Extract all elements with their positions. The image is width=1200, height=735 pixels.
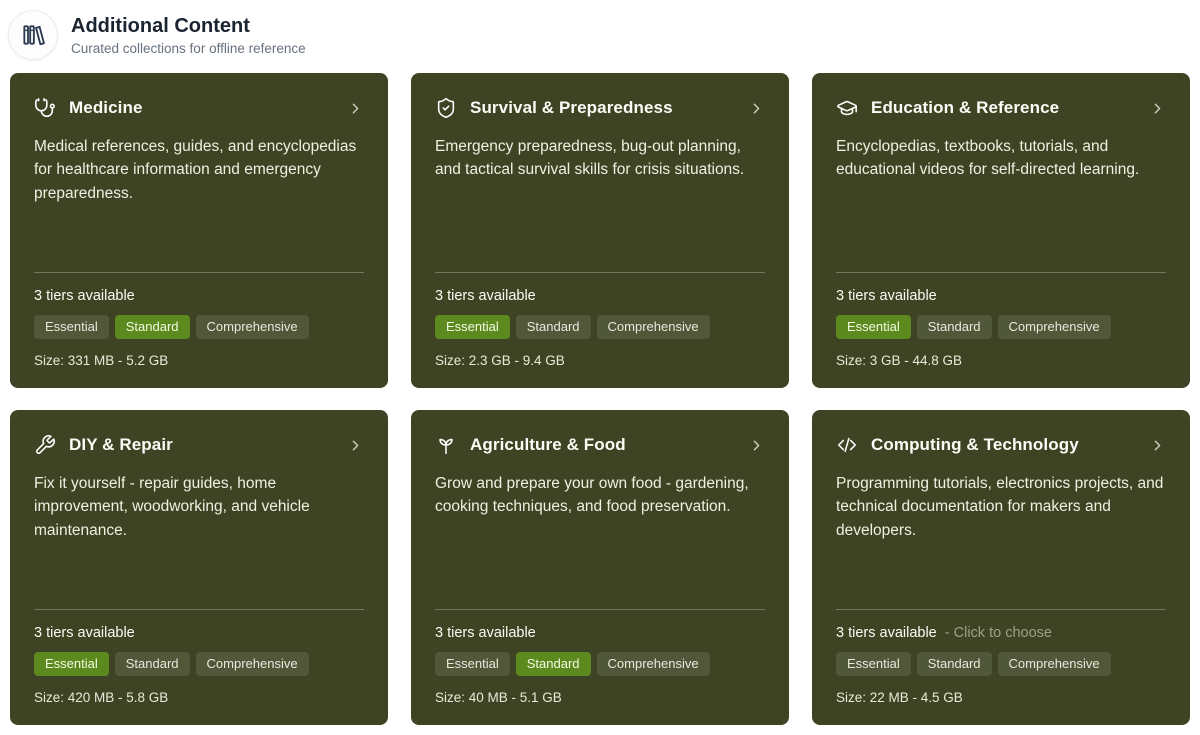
size-range-label: Size: 331 MB - 5.2 GB <box>34 353 169 368</box>
tiers-available-label: 3 tiers available <box>435 288 536 305</box>
card-title: Survival & Preparedness <box>470 98 673 117</box>
divider <box>836 272 1166 274</box>
size-range-label: Size: 3 GB - 44.8 GB <box>836 353 963 368</box>
divider <box>34 272 364 274</box>
divider <box>435 609 765 611</box>
card-description: Grow and prepare your own food - gardeni… <box>435 475 749 516</box>
tier-badge-essential[interactable]: Essential <box>435 315 510 339</box>
card-computing-technology[interactable]: Computing & Technology Programming tutor… <box>812 410 1190 725</box>
card-title: Computing & Technology <box>871 435 1079 454</box>
sprout-icon <box>435 434 457 456</box>
tier-badge-comprehensive[interactable]: Comprehensive <box>195 315 309 339</box>
page-subtitle: Curated collections for offline referenc… <box>71 40 306 56</box>
card-education-reference[interactable]: Education & Reference Encyclopedias, tex… <box>812 73 1190 388</box>
tier-badge-standard[interactable]: Standard <box>916 315 992 339</box>
divider <box>34 609 364 611</box>
size-range-label: Size: 2.3 GB - 9.4 GB <box>435 353 565 368</box>
chevron-right-icon[interactable] <box>748 100 765 117</box>
card-title: Agriculture & Food <box>470 435 626 454</box>
divider <box>435 272 765 274</box>
size-range-label: Size: 420 MB - 5.8 GB <box>34 690 169 705</box>
code-icon <box>836 434 858 456</box>
card-agriculture-food[interactable]: Agriculture & Food Grow and prepare your… <box>411 410 789 725</box>
tier-badge-standard[interactable]: Standard <box>114 652 190 676</box>
tier-badge-standard[interactable]: Standard <box>114 315 190 339</box>
tiers-available-label: 3 tiers available <box>435 625 536 642</box>
tier-badge-standard[interactable]: Standard <box>515 652 591 676</box>
card-medicine[interactable]: Medicine Medical references, guides, and… <box>10 73 388 388</box>
tier-badge-essential[interactable]: Essential <box>435 652 510 676</box>
tier-badge-comprehensive[interactable]: Comprehensive <box>997 652 1111 676</box>
library-icon <box>8 10 58 60</box>
stethoscope-icon <box>34 97 56 119</box>
card-diy-repair[interactable]: DIY & Repair Fix it yourself - repair gu… <box>10 410 388 725</box>
tier-badge-essential[interactable]: Essential <box>34 652 109 676</box>
card-description: Emergency preparedness, bug-out planning… <box>435 138 745 179</box>
tiers-available-label: 3 tiers available <box>836 625 937 642</box>
page-title: Additional Content <box>71 14 250 37</box>
tier-badge-comprehensive[interactable]: Comprehensive <box>195 652 309 676</box>
tiers-available-label: 3 tiers available <box>836 288 937 305</box>
card-title: Medicine <box>69 98 143 117</box>
chevron-right-icon[interactable] <box>347 100 364 117</box>
card-title: Education & Reference <box>871 98 1060 117</box>
card-description: Medical references, guides, and encyclop… <box>34 138 357 202</box>
tiers-hint[interactable]: - Click to choose <box>944 625 1052 642</box>
tiers-available-label: 3 tiers available <box>34 288 135 305</box>
card-description: Fix it yourself - repair guides, home im… <box>34 475 310 539</box>
tier-badge-essential[interactable]: Essential <box>836 315 911 339</box>
tier-badge-comprehensive[interactable]: Comprehensive <box>596 652 710 676</box>
tiers-available-label: 3 tiers available <box>34 625 135 642</box>
card-title: DIY & Repair <box>69 435 173 454</box>
tier-badge-comprehensive[interactable]: Comprehensive <box>997 315 1111 339</box>
card-description: Encyclopedias, textbooks, tutorials, and… <box>836 138 1140 179</box>
content-cards-grid: Medicine Medical references, guides, and… <box>0 73 1200 725</box>
tier-badge-standard[interactable]: Standard <box>916 652 992 676</box>
tier-badge-comprehensive[interactable]: Comprehensive <box>596 315 710 339</box>
shield-check-icon <box>435 97 457 119</box>
tier-badge-essential[interactable]: Essential <box>836 652 911 676</box>
page-header: Additional Content Curated collections f… <box>0 0 1200 60</box>
chevron-right-icon[interactable] <box>1149 437 1166 454</box>
wrench-icon <box>34 434 56 456</box>
chevron-right-icon[interactable] <box>1149 100 1166 117</box>
size-range-label: Size: 40 MB - 5.1 GB <box>435 690 562 705</box>
graduation-cap-icon <box>836 97 858 119</box>
chevron-right-icon[interactable] <box>748 437 765 454</box>
divider <box>836 609 1166 611</box>
card-description: Programming tutorials, electronics proje… <box>836 475 1164 539</box>
tier-badge-standard[interactable]: Standard <box>515 315 591 339</box>
chevron-right-icon[interactable] <box>347 437 364 454</box>
tier-badge-essential[interactable]: Essential <box>34 315 109 339</box>
size-range-label: Size: 22 MB - 4.5 GB <box>836 690 963 705</box>
card-survival-preparedness[interactable]: Survival & Preparedness Emergency prepar… <box>411 73 789 388</box>
